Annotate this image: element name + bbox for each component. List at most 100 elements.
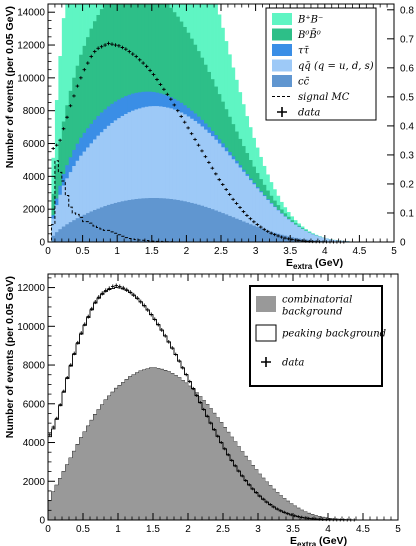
histogram-bar (262, 196, 267, 242)
data-point (141, 61, 145, 65)
histogram-bar (54, 232, 59, 242)
data-point (135, 295, 140, 301)
legend-swatch (261, 357, 271, 367)
data-point (165, 92, 170, 96)
histogram-bar (83, 431, 87, 520)
y-tick-label: 4000 (23, 172, 46, 183)
data-point (252, 220, 256, 224)
data-point (82, 322, 87, 327)
data-point (299, 515, 304, 519)
histogram-bar (61, 185, 66, 242)
histogram-bar (304, 231, 308, 242)
y-tick-label: 2000 (23, 205, 46, 216)
histogram-bar (51, 235, 56, 242)
data-point (155, 77, 159, 82)
histogram-bar (172, 199, 177, 242)
histogram-bar (65, 378, 70, 520)
x-tick-label: 2.5 (216, 524, 230, 535)
y-tick-label: 0 (39, 238, 45, 249)
histogram-bar (141, 107, 146, 242)
histogram-bar (193, 203, 198, 242)
histogram-bar (151, 198, 156, 242)
y-axis-title: Number of events (per 0.05 GeV) (4, 276, 16, 438)
data-point (145, 307, 150, 312)
data-point (75, 340, 80, 345)
histogram-bar (55, 419, 59, 520)
data-point (124, 287, 129, 292)
data-point (100, 291, 105, 296)
legend-swatch (272, 13, 292, 25)
histogram-bar (219, 422, 224, 520)
legend-label: qq̄ (q = u, d, s) (298, 61, 374, 72)
histogram-bar (90, 309, 94, 520)
data-point (182, 120, 187, 124)
data-point (278, 509, 283, 513)
data-point (89, 54, 94, 59)
data-point (187, 379, 192, 384)
legend-box (265, 7, 377, 121)
bottom-panel: 0 0.5 1 1.5 2 2.5 3 3.5 4 4.5 5 0 2000 4000 6000 8000 10… (4, 273, 401, 546)
data-point (177, 359, 182, 363)
data-point (262, 227, 267, 231)
histogram-bar (272, 232, 277, 242)
histogram-bar (200, 126, 205, 242)
histogram-bar (144, 198, 149, 242)
data-point (162, 87, 166, 91)
x-tick-label: 3.5 (283, 246, 297, 257)
histogram-bar (65, 178, 70, 242)
legend-label: signal MC (298, 92, 350, 103)
histogram-bar (221, 213, 225, 242)
histogram-bar (156, 368, 161, 520)
histogram-bar (245, 222, 250, 242)
data-point (54, 416, 59, 420)
data-point (68, 104, 73, 108)
data-point (285, 512, 290, 516)
data-point (127, 49, 132, 54)
histogram-bar (198, 396, 203, 520)
y2-tick-label: 0.6 (400, 63, 414, 74)
histogram-bar (69, 366, 73, 520)
x-tick-label: 4 (325, 524, 331, 535)
histogram-bar (155, 198, 160, 242)
histogram-bar (141, 198, 146, 242)
histogram-bar (269, 231, 274, 242)
histogram-bar (237, 446, 241, 520)
data-point (134, 54, 139, 59)
histogram-bar (188, 386, 192, 520)
data-point (292, 514, 297, 518)
histogram-bar (179, 200, 184, 242)
histogram-bar (131, 110, 135, 242)
data-point (255, 223, 260, 227)
histogram-bar (54, 205, 59, 242)
y-tick-label: 8000 (23, 106, 46, 117)
legend-swatch (272, 44, 292, 56)
histogram-bar (97, 409, 101, 520)
histogram-bar (76, 343, 80, 520)
data-point (159, 328, 164, 332)
histogram-bar (167, 371, 171, 520)
legend-swatch (272, 59, 292, 72)
data-point (163, 333, 168, 338)
data-point (110, 42, 114, 47)
histogram-bar (182, 114, 187, 242)
data-point (189, 132, 194, 136)
data-point (248, 217, 253, 221)
data-point (186, 126, 190, 130)
legend-label: data (282, 358, 304, 369)
histogram-bar (231, 217, 236, 242)
histogram-bar (144, 106, 149, 242)
x-tick-label: 1.5 (146, 524, 160, 535)
histogram-bar (195, 392, 199, 520)
histogram-bar (234, 218, 239, 242)
data-point (65, 115, 69, 119)
histogram-bar (58, 405, 63, 520)
data-point (107, 286, 112, 291)
data-point (231, 197, 235, 201)
legend-label: data (298, 108, 320, 119)
histogram-bar (72, 166, 77, 242)
histogram-bar (324, 238, 329, 242)
histogram-bar (169, 199, 173, 242)
histogram-bar (189, 202, 194, 242)
data-point (51, 425, 56, 429)
histogram-bar (106, 204, 111, 242)
